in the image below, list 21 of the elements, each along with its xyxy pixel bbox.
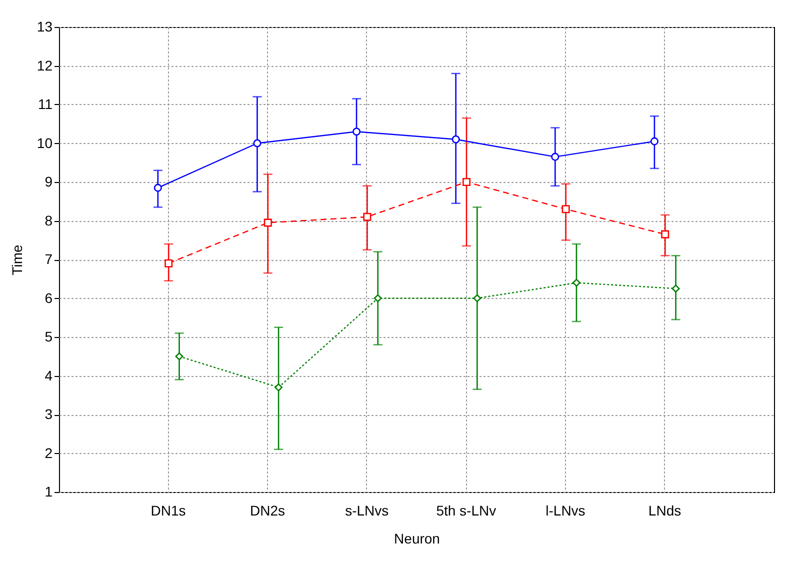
- x-tick-label: DN2s: [250, 502, 286, 518]
- y-axis-title: Time: [8, 244, 25, 276]
- y-tick-label: 11: [38, 96, 53, 112]
- x-tick-label: DN1s: [150, 502, 186, 518]
- x-tick-label: 5th s-LNv: [436, 502, 496, 518]
- y-tick-label: 3: [44, 406, 53, 422]
- x-tick-label: LNds: [648, 502, 682, 518]
- y-tick-label: 1: [44, 484, 53, 500]
- y-tick-label: 13: [36, 18, 53, 34]
- y-tick-label: 2: [44, 444, 53, 461]
- x-axis-title: Neuron: [394, 530, 440, 546]
- y-tick-label: 4: [44, 367, 53, 384]
- y-tick-label: 7: [44, 251, 53, 267]
- y-tick-label: 5: [44, 328, 53, 344]
- y-tick-label: 8: [44, 212, 53, 228]
- y-tick-label: 12: [36, 57, 53, 74]
- y-tick-label: 10: [36, 134, 53, 151]
- x-tick-label: s-LNvs: [345, 502, 389, 518]
- y-tick-label: 6: [44, 290, 53, 306]
- x-tick-label: l-LNvs: [546, 502, 586, 518]
- y-tick-label: 9: [44, 174, 53, 190]
